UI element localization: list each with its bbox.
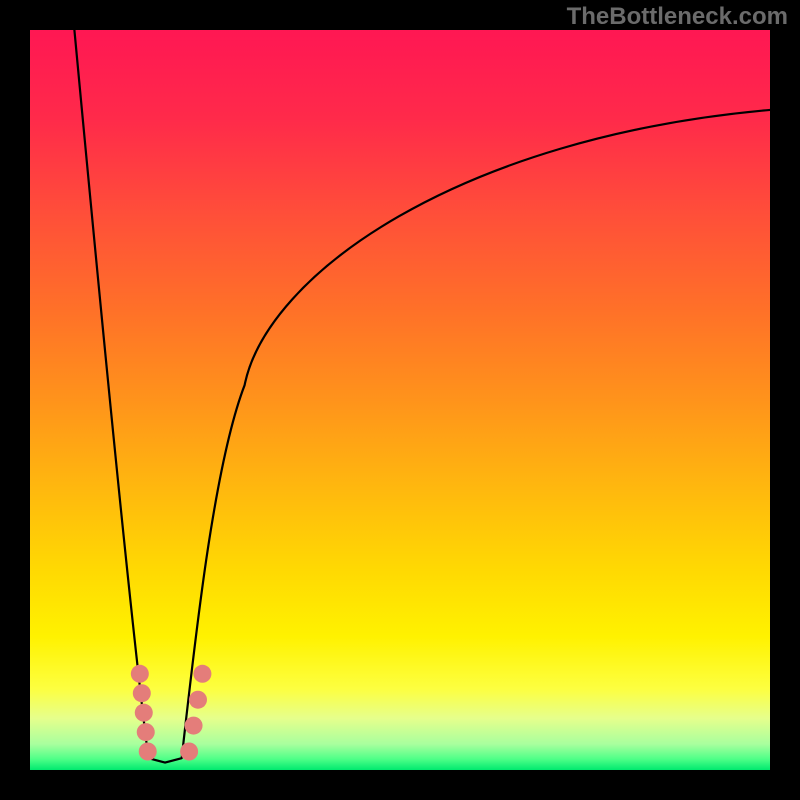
marker-dot bbox=[139, 743, 157, 761]
marker-dot bbox=[185, 717, 203, 735]
marker-dot bbox=[131, 665, 149, 683]
plot-background bbox=[30, 30, 770, 770]
marker-dot bbox=[193, 665, 211, 683]
watermark-text: TheBottleneck.com bbox=[567, 3, 788, 31]
marker-dot bbox=[189, 691, 207, 709]
marker-dot bbox=[135, 704, 153, 722]
chart-svg bbox=[0, 0, 800, 800]
chart-stage: TheBottleneck.com bbox=[0, 0, 800, 800]
marker-dot bbox=[137, 723, 155, 741]
marker-dot bbox=[133, 684, 151, 702]
marker-dot bbox=[180, 743, 198, 761]
